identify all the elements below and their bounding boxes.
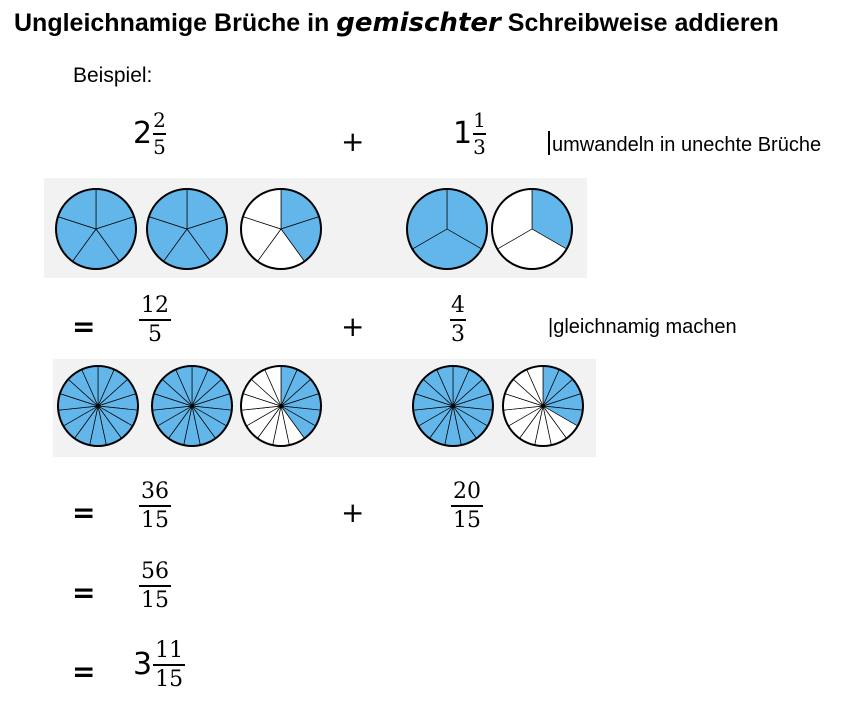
title-emphasis: gemischter (336, 8, 501, 38)
numerator: 20 (453, 479, 481, 504)
denominator: 15 (141, 508, 169, 534)
pie-circle-fifths-partial (240, 188, 322, 270)
circle-outline (151, 365, 233, 447)
pie-circle-fifths-full-2 (146, 188, 228, 270)
note-convert: umwandeln in unechte Brüche (548, 131, 821, 157)
circle-outline (57, 365, 139, 447)
pie-circle-fifteenths-partial-left (240, 365, 322, 447)
step2-right-fraction: 4 3 (442, 294, 474, 346)
title-part-1: Ungleichnamige Brüche in (14, 9, 330, 37)
fraction-bar (473, 133, 486, 135)
denominator: 5 (153, 135, 166, 159)
numerator: 36 (141, 479, 169, 504)
numerator: 11 (155, 638, 184, 663)
step2-left-fraction: 12 5 (139, 294, 171, 346)
step3-right-fraction: 20 15 (451, 480, 483, 532)
equals-sign: = (72, 576, 96, 609)
equals-sign: = (72, 655, 96, 688)
equals-sign: = (72, 310, 96, 343)
fraction: 1 3 (473, 110, 486, 158)
denominator: 3 (473, 135, 486, 159)
note-convert-text: umwandeln in unechte Brüche (552, 134, 822, 156)
circle-outline (406, 188, 488, 270)
fraction-bar (451, 505, 483, 508)
step1-right-mixed-number: 1 1 3 (453, 110, 486, 158)
fraction-bar (139, 585, 171, 588)
numerator: 4 (451, 293, 465, 318)
circle-outline (412, 365, 494, 447)
pie-circle-fifteenths-full-2 (151, 365, 233, 447)
fraction: 11 15 (153, 638, 186, 693)
pie-circle-fifteenths-full-3 (412, 365, 494, 447)
fraction-bar (153, 133, 166, 135)
numerator: 2 (153, 108, 166, 132)
pie-circle-thirds-full (406, 188, 488, 270)
circle-outline (240, 365, 322, 447)
step4-sum-fraction: 56 15 (139, 560, 171, 612)
plus-sign: + (341, 496, 365, 529)
circle-outline (146, 188, 228, 270)
step1-left-mixed-number: 2 2 5 (133, 110, 166, 158)
fraction-bar (450, 319, 466, 322)
fraction-bar (153, 664, 186, 667)
numerator: 1 (473, 108, 486, 132)
denominator: 5 (148, 322, 162, 348)
fraction-bar (139, 319, 171, 322)
circle-outline (240, 188, 322, 270)
circle-outline (55, 188, 137, 270)
pie-circle-fifths-full-1 (55, 188, 137, 270)
page-title: Ungleichnamige Brüche in gemischter Schr… (14, 8, 779, 38)
pie-circle-fifteenths-full-1 (57, 365, 139, 447)
title-part-2: Schreibweise addieren (507, 9, 779, 37)
step3-left-fraction: 36 15 (139, 480, 171, 532)
separator-bar (548, 131, 550, 155)
result-mixed-number: 3 11 15 (133, 638, 186, 693)
whole-part: 1 (453, 116, 473, 151)
denominator: 15 (141, 588, 169, 614)
fraction-bar (139, 505, 171, 508)
numerator: 12 (141, 293, 169, 318)
pie-circle-thirds-partial (491, 188, 573, 270)
denominator: 15 (453, 508, 481, 534)
whole-part: 3 (133, 647, 153, 683)
pie-circle-fifteenths-partial-right (502, 365, 584, 447)
plus-sign: + (341, 310, 365, 343)
equals-sign: = (72, 496, 96, 529)
note-common-denominator: |gleichnamig machen (548, 316, 737, 338)
circle-outline (491, 188, 573, 270)
whole-part: 2 (133, 116, 153, 151)
denominator: 15 (155, 667, 184, 693)
plus-sign: + (341, 125, 365, 158)
circle-outline (502, 365, 584, 447)
fraction: 2 5 (153, 110, 166, 158)
denominator: 3 (451, 322, 465, 348)
numerator: 56 (141, 559, 169, 584)
example-label: Beispiel: (73, 64, 153, 87)
